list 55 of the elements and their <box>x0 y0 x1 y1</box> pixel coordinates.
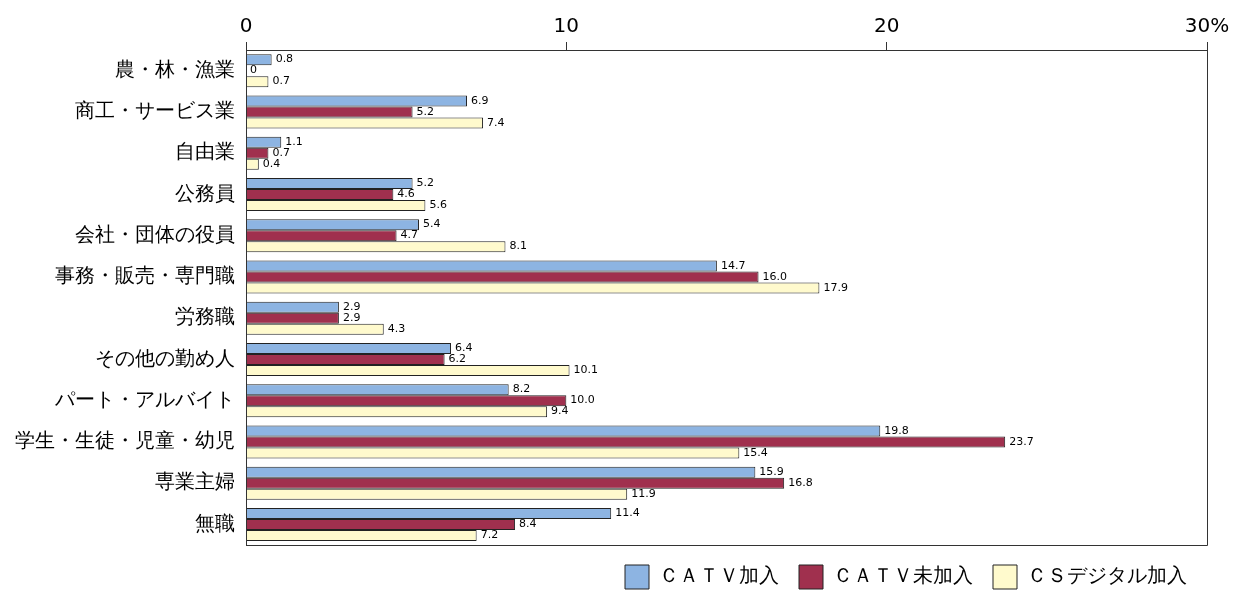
data-label: 0.4 <box>262 156 281 170</box>
y-tick-label: 自由業 <box>175 139 235 164</box>
y-tick-label: 専業主婦 <box>155 469 235 494</box>
data-label: 10.0 <box>570 393 595 407</box>
data-label: 4.7 <box>400 228 419 242</box>
data-label: 11.4 <box>615 506 640 520</box>
y-tick-label: 学生・生徒・児童・幼児 <box>15 428 235 453</box>
y-tick-label: 事務・販売・専門職 <box>55 263 235 288</box>
data-label: 19.8 <box>884 423 909 437</box>
data-label: 9.4 <box>551 404 569 418</box>
data-label: 15.4 <box>743 445 768 459</box>
x-tick-label: 10 <box>553 13 580 38</box>
data-label: 7.4 <box>487 115 505 129</box>
y-tick-label: 公務員 <box>175 180 235 205</box>
data-label: 11.9 <box>631 486 656 500</box>
data-label: 4.3 <box>387 321 406 335</box>
data-label: 7.2 <box>480 528 499 542</box>
data-label: 0.7 <box>272 145 290 159</box>
x-tick-label: 20 <box>873 13 900 38</box>
legend-label: ＣＳデジタル加入 <box>1027 563 1187 588</box>
data-label: 15.9 <box>759 464 784 478</box>
data-label: 16.0 <box>762 269 788 283</box>
data-label: 8.1 <box>509 239 527 253</box>
x-tick-label: 0 <box>239 13 253 38</box>
data-label: 1.1 <box>285 134 303 148</box>
y-tick-label: その他の勤め人 <box>95 345 235 370</box>
data-label: 5.4 <box>422 217 441 231</box>
data-label: 8.4 <box>519 517 537 531</box>
data-label: 0.7 <box>272 74 290 88</box>
data-label: 16.8 <box>788 475 813 489</box>
data-label: 5.2 <box>416 176 435 190</box>
data-label: 2.9 <box>342 310 361 324</box>
data-label: 6.2 <box>448 352 467 366</box>
data-label: 0 <box>250 63 257 77</box>
legend-label: ＣＡＴＶ未加入 <box>833 563 973 588</box>
data-label: 4.6 <box>397 187 415 201</box>
data-label: 6.9 <box>471 93 489 107</box>
y-tick-label: 農・林・漁業 <box>115 56 235 81</box>
y-tick-label: 無職 <box>195 510 235 535</box>
data-label: 14.7 <box>720 258 746 272</box>
data-label: 10.1 <box>573 363 599 377</box>
data-label: 6.4 <box>455 341 473 355</box>
data-label: 17.9 <box>823 280 848 294</box>
data-label: 8.2 <box>512 382 531 396</box>
y-tick-label: 労務職 <box>175 304 235 329</box>
y-tick-label: 会社・団体の役員 <box>75 221 235 246</box>
y-tick-label: 商工・サービス業 <box>75 98 235 123</box>
x-tick-label: 30% <box>1184 13 1230 38</box>
data-label: 0.8 <box>275 52 294 66</box>
data-label: 23.7 <box>1009 434 1034 448</box>
legend-label: ＣＡＴＶ加入 <box>659 563 779 588</box>
data-label: 5.6 <box>429 198 447 212</box>
data-label: 5.2 <box>416 104 435 118</box>
y-tick-label: パート・アルバイト <box>54 386 235 411</box>
data-label: 2.9 <box>342 299 361 313</box>
